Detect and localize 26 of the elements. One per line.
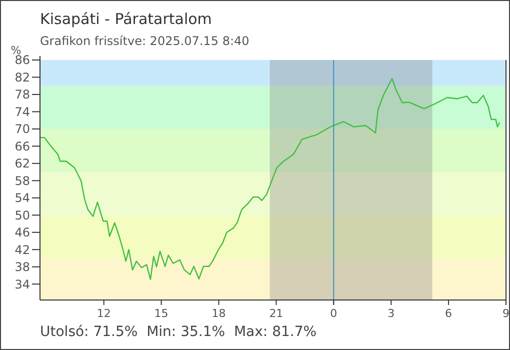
y-tick-label: 58 (14, 174, 30, 188)
x-tick-label: 12 (96, 307, 111, 320)
x-tick-label: 0 (330, 307, 338, 320)
y-tick-label: 74 (14, 104, 30, 119)
y-tick-label: 34 (14, 277, 30, 292)
y-tick-label: 70 (14, 122, 30, 136)
x-tick-label: 9 (502, 307, 510, 320)
y-tick-label: 54 (14, 191, 30, 206)
chart-subtitle: Grafikon frissítve: 2025.07.15 8:40 (40, 34, 250, 48)
y-tick-label: 66 (14, 139, 30, 154)
y-tick-label: 50 (14, 208, 30, 222)
y-tick-label: 86 (14, 53, 30, 68)
x-tick-label: 21 (269, 307, 284, 320)
x-tick-label: 18 (212, 307, 226, 320)
y-tick-label: 46 (14, 226, 30, 240)
y-tick-label: 82 (14, 70, 30, 84)
x-tick-label: 6 (445, 307, 452, 320)
y-tick-label: 38 (14, 260, 30, 274)
y-tick-label: 62 (14, 156, 30, 171)
y-tick-label: 42 (14, 242, 30, 257)
x-tick-label: 3 (388, 307, 395, 320)
line-series (39, 78, 500, 280)
y-tick-label: 78 (14, 88, 30, 102)
x-tick-label: 15 (154, 307, 168, 320)
chart-title: Kisapáti - Páratartalom (40, 10, 212, 28)
text: Utolsó: 71.5% Min: 35.1% Max: 81.7% (40, 324, 317, 340)
